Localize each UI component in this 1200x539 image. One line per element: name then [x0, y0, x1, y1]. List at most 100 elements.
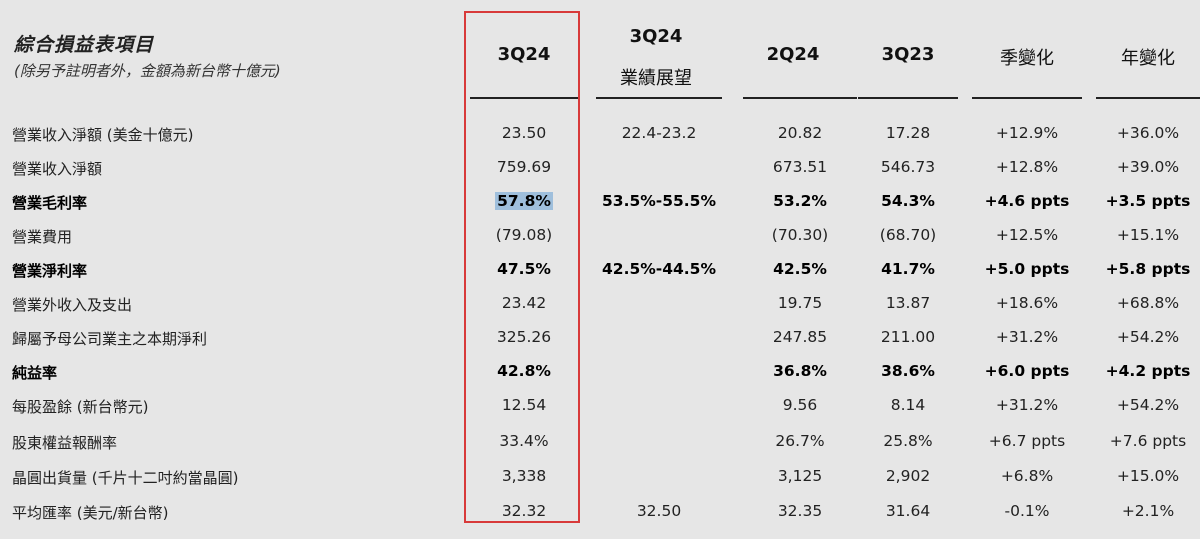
- table-cell: +54.2%: [1096, 328, 1200, 346]
- cell-value: 42.5%-44.5%: [602, 260, 716, 278]
- table-cell: +4.2 ppts: [1096, 362, 1200, 380]
- table-cell: +18.6%: [972, 294, 1082, 312]
- cell-value: -0.1%: [1004, 502, 1050, 520]
- row-label: 營業收入淨額: [12, 160, 103, 178]
- cell-value: 36.8%: [773, 362, 827, 380]
- table-cell: 42.5%: [743, 260, 857, 278]
- table-cell: +15.0%: [1096, 467, 1200, 485]
- cell-value: 32.32: [501, 502, 547, 520]
- cell-value: +7.6 ppts: [1109, 432, 1187, 450]
- cell-value: +18.6%: [995, 294, 1059, 312]
- cell-value: 19.75: [777, 294, 823, 312]
- table-cell: +12.9%: [972, 124, 1082, 142]
- table-cell: (79.08): [470, 226, 578, 244]
- row-label: 股東權益報酬率: [12, 434, 118, 452]
- cell-value: (70.30): [771, 226, 829, 244]
- table-cell: 42.8%: [470, 362, 578, 380]
- cell-value: +68.8%: [1116, 294, 1180, 312]
- cell-value: +36.0%: [1116, 124, 1180, 142]
- col-header-3q24: 3Q24: [497, 44, 551, 65]
- cell-value: +6.0 ppts: [984, 362, 1070, 380]
- cell-value: +3.5 ppts: [1105, 192, 1191, 210]
- cell-value: 211.00: [880, 328, 936, 346]
- cell-value: +2.1%: [1121, 502, 1175, 520]
- table-cell: 3,338: [470, 467, 578, 485]
- cell-value: 32.50: [636, 502, 682, 520]
- header-underline: [743, 97, 857, 99]
- table-cell: 12.54: [470, 396, 578, 414]
- cell-value: 2,902: [885, 467, 931, 485]
- col-header-3q24-guidance-line1: 3Q24: [629, 26, 683, 47]
- table-cell: 759.69: [470, 158, 578, 176]
- table-cell: +6.8%: [972, 467, 1082, 485]
- cell-value: +5.8 ppts: [1105, 260, 1191, 278]
- table-cell: 9.56: [743, 396, 857, 414]
- table-cell: +15.1%: [1096, 226, 1200, 244]
- cell-value: +6.7 ppts: [988, 432, 1066, 450]
- table-cell: -0.1%: [972, 502, 1082, 520]
- cell-value: 38.6%: [881, 362, 935, 380]
- cell-value: 22.4-23.2: [621, 124, 697, 142]
- header-underline: [1096, 97, 1200, 99]
- table-cell: 673.51: [743, 158, 857, 176]
- table-cell: +7.6 ppts: [1096, 432, 1200, 450]
- cell-value: 12.54: [501, 396, 547, 414]
- cell-value: +12.5%: [995, 226, 1059, 244]
- cell-value: +15.0%: [1116, 467, 1180, 485]
- row-label: 營業毛利率: [12, 194, 88, 212]
- table-cell: +4.6 ppts: [972, 192, 1082, 210]
- cell-value: +15.1%: [1116, 226, 1180, 244]
- cell-value: +54.2%: [1116, 328, 1180, 346]
- cell-value: (79.08): [495, 226, 553, 244]
- table-cell: 36.8%: [743, 362, 857, 380]
- cell-value: 57.8%: [495, 192, 553, 210]
- cell-value: 26.7%: [775, 432, 825, 450]
- header-underline: [470, 97, 578, 99]
- cell-value: 54.3%: [881, 192, 935, 210]
- table-cell: 31.64: [858, 502, 958, 520]
- table-cell: 53.2%: [743, 192, 857, 210]
- row-label: 營業外收入及支出: [12, 296, 133, 314]
- cell-value: 53.5%-55.5%: [602, 192, 716, 210]
- table-cell: 23.42: [470, 294, 578, 312]
- table-cell: +68.8%: [1096, 294, 1200, 312]
- current-quarter-highlight-box: [464, 11, 580, 523]
- table-cell: 47.5%: [470, 260, 578, 278]
- row-label: 每股盈餘 (新台幣元): [12, 398, 149, 416]
- cell-value: 546.73: [880, 158, 936, 176]
- table-cell: +31.2%: [972, 396, 1082, 414]
- cell-value: 3,338: [501, 467, 547, 485]
- table-cell: 23.50: [470, 124, 578, 142]
- cell-value: 247.85: [772, 328, 828, 346]
- cell-value: 41.7%: [881, 260, 935, 278]
- table-cell: (68.70): [858, 226, 958, 244]
- cell-value: +5.0 ppts: [984, 260, 1070, 278]
- cell-value: 47.5%: [497, 260, 551, 278]
- col-header-3q24-guidance: 3Q24 業績展望: [596, 16, 716, 100]
- table-cell: 19.75: [743, 294, 857, 312]
- cell-value: +6.8%: [1000, 467, 1054, 485]
- cell-value: 25.8%: [883, 432, 933, 450]
- table-cell: +2.1%: [1096, 502, 1200, 520]
- cell-value: 32.35: [777, 502, 823, 520]
- table-cell: 25.8%: [858, 432, 958, 450]
- table-cell: 3,125: [743, 467, 857, 485]
- table-cell: +36.0%: [1096, 124, 1200, 142]
- table-title: 綜合損益表項目: [14, 34, 155, 56]
- table-cell: 42.5%-44.5%: [596, 260, 722, 278]
- table-cell: 325.26: [470, 328, 578, 346]
- table-cell: 57.8%: [470, 192, 578, 210]
- table-cell: 20.82: [743, 124, 857, 142]
- cell-value: +4.6 ppts: [984, 192, 1070, 210]
- table-cell: 54.3%: [858, 192, 958, 210]
- col-header-3q23: 3Q23: [881, 44, 935, 65]
- table-cell: 32.35: [743, 502, 857, 520]
- table-cell: 26.7%: [743, 432, 857, 450]
- cell-value: +12.8%: [995, 158, 1059, 176]
- cell-value: +31.2%: [995, 328, 1059, 346]
- row-label: 純益率: [12, 364, 58, 382]
- table-cell: +5.8 ppts: [1096, 260, 1200, 278]
- cell-value: (68.70): [879, 226, 937, 244]
- table-cell: +12.5%: [972, 226, 1082, 244]
- cell-value: +12.9%: [995, 124, 1059, 142]
